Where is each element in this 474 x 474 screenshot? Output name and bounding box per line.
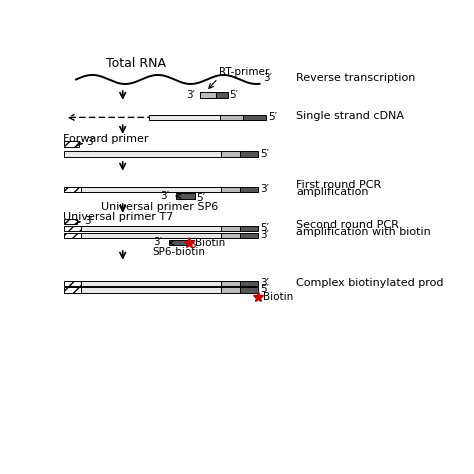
Text: Complex biotinylated prod: Complex biotinylated prod <box>296 278 444 288</box>
Bar <box>221 151 239 157</box>
Text: Forward primer: Forward primer <box>63 134 148 144</box>
Bar <box>221 226 239 231</box>
Bar <box>239 233 258 238</box>
Text: Biotin: Biotin <box>263 292 293 302</box>
Bar <box>64 226 81 231</box>
Text: 3′: 3′ <box>84 216 93 226</box>
Bar <box>64 219 77 224</box>
Text: 5′: 5′ <box>196 193 205 203</box>
Text: SP6-biotin: SP6-biotin <box>152 247 205 257</box>
Bar <box>219 115 243 120</box>
Bar <box>221 281 239 286</box>
Bar <box>81 233 221 238</box>
Bar <box>243 115 266 120</box>
Bar <box>239 187 258 192</box>
Text: 3′: 3′ <box>153 237 162 247</box>
Bar <box>64 141 79 146</box>
Text: Biotin: Biotin <box>194 237 225 248</box>
Text: Second round PCR: Second round PCR <box>296 220 399 230</box>
Text: amplification with biotin: amplification with biotin <box>296 228 431 237</box>
Bar <box>64 187 81 192</box>
Bar <box>221 287 239 292</box>
Text: 5′: 5′ <box>190 239 199 250</box>
Text: Single strand cDNA: Single strand cDNA <box>296 111 404 121</box>
Bar <box>64 287 81 292</box>
Text: 3′: 3′ <box>263 73 272 83</box>
Bar <box>221 187 239 192</box>
Text: Total RNA: Total RNA <box>106 57 166 70</box>
Text: Reverse transcription: Reverse transcription <box>296 73 416 83</box>
Text: 5′: 5′ <box>260 284 269 294</box>
Bar <box>81 187 221 192</box>
Text: RT-primer: RT-primer <box>219 67 269 77</box>
Text: 3′: 3′ <box>86 137 95 147</box>
Bar <box>200 91 216 98</box>
Bar <box>170 240 188 245</box>
Text: 3′: 3′ <box>260 278 269 288</box>
Text: 3′: 3′ <box>186 90 195 100</box>
Text: First round PCR: First round PCR <box>296 181 382 191</box>
Text: amplification: amplification <box>296 187 369 198</box>
Bar <box>216 91 228 98</box>
Bar <box>239 151 258 157</box>
Text: Universal primer T7: Universal primer T7 <box>63 212 173 222</box>
Text: 5′: 5′ <box>260 223 269 233</box>
Bar <box>64 233 81 238</box>
Bar <box>64 151 221 157</box>
Bar <box>239 287 258 292</box>
Bar <box>81 281 221 286</box>
Bar <box>149 115 219 120</box>
Bar <box>221 233 239 238</box>
Bar <box>239 281 258 286</box>
Text: 5′: 5′ <box>229 90 238 100</box>
Text: Universal primer SP6: Universal primer SP6 <box>101 202 218 212</box>
Bar <box>239 226 258 231</box>
Bar <box>64 281 81 286</box>
Text: 5′: 5′ <box>268 112 277 122</box>
Text: 3′: 3′ <box>260 230 269 240</box>
Text: 3′: 3′ <box>160 191 169 201</box>
Bar <box>81 287 221 292</box>
Text: 3′: 3′ <box>260 184 269 194</box>
Bar <box>81 226 221 231</box>
Bar <box>176 193 194 199</box>
Text: 5′: 5′ <box>260 149 269 159</box>
